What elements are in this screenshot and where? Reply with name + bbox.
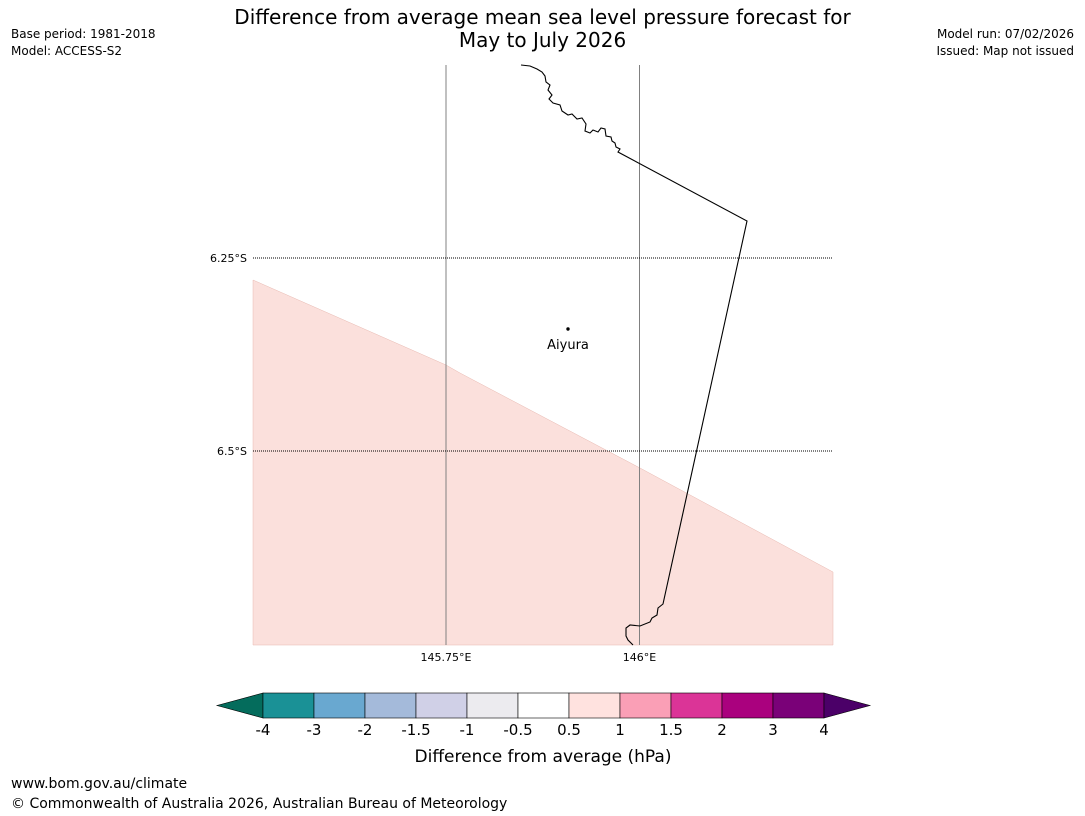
- base-period: Base period: 1981-2018: [11, 27, 156, 41]
- lon-label-146: 146°E: [623, 651, 656, 664]
- colorbar-segment: [466, 692, 519, 719]
- colorbar-segment: [772, 692, 825, 719]
- colorbar-tick-label: -2: [358, 721, 373, 739]
- colorbar-segment: [415, 692, 468, 719]
- colorbar-tick-label: -3: [307, 721, 322, 739]
- lat-label-6-5: 6.5°S: [217, 445, 247, 458]
- colorbar-tick-label: 1.5: [659, 721, 683, 739]
- colorbar-segment: [619, 692, 672, 719]
- lat-label-6-25: 6.25°S: [210, 252, 247, 265]
- colorbar-tick-label: 3: [768, 721, 778, 739]
- colorbar-low-extension: [215, 692, 264, 719]
- colorbar-segment: [262, 692, 315, 719]
- colorbar-segment: [313, 692, 366, 719]
- colorbar-tick-label: -1: [460, 721, 475, 739]
- colorbar-segment: [721, 692, 774, 719]
- colorbar: -4 -3 -2 -1.5 -1 -0.5 0.5 1 1.5 2 3 4 Difference fr…: [215, 692, 872, 767]
- aiyura-marker: [566, 327, 570, 331]
- colorbar-tick-label: -1.5: [401, 721, 430, 739]
- map-title: Difference from average mean sea level p…: [0, 6, 1085, 52]
- colorbar-segment: [670, 692, 723, 719]
- footer-copyright: © Commonwealth of Australia 2026, Austra…: [11, 796, 508, 812]
- colorbar-segment: [517, 692, 570, 719]
- colorbar-tick-label: 4: [819, 721, 829, 739]
- anomaly-shaded-region: [252, 279, 834, 646]
- aiyura-label: Aiyura: [547, 338, 589, 353]
- model-name: Model: ACCESS-S2: [11, 44, 123, 58]
- colorbar-tick-label: 0.5: [557, 721, 581, 739]
- colorbar-segment: [364, 692, 417, 719]
- footer-url[interactable]: www.bom.gov.au/climate: [11, 776, 188, 792]
- title-line-1: Difference from average mean sea level p…: [234, 5, 851, 29]
- header-right-info: Model run: 07/02/2026 Issued: Map not is…: [936, 26, 1074, 60]
- model-run: Model run: 07/02/2026: [936, 27, 1074, 41]
- colorbar-tick-label: -0.5: [503, 721, 532, 739]
- colorbar-high-extension: [823, 692, 872, 719]
- colorbar-segment: [568, 692, 621, 719]
- colorbar-tick-label: 2: [717, 721, 727, 739]
- issued-status: Issued: Map not issued: [936, 44, 1074, 58]
- lon-label-145-75: 145.75°E: [421, 651, 472, 664]
- title-line-2: May to July 2026: [458, 28, 627, 52]
- colorbar-title: Difference from average (hPa): [415, 747, 672, 767]
- header-left-info: Base period: 1981-2018 Model: ACCESS-S2: [11, 26, 156, 60]
- colorbar-tick-label: 1: [615, 721, 625, 739]
- colorbar-tick-label: -4: [256, 721, 271, 739]
- region-boundary: [520, 64, 748, 646]
